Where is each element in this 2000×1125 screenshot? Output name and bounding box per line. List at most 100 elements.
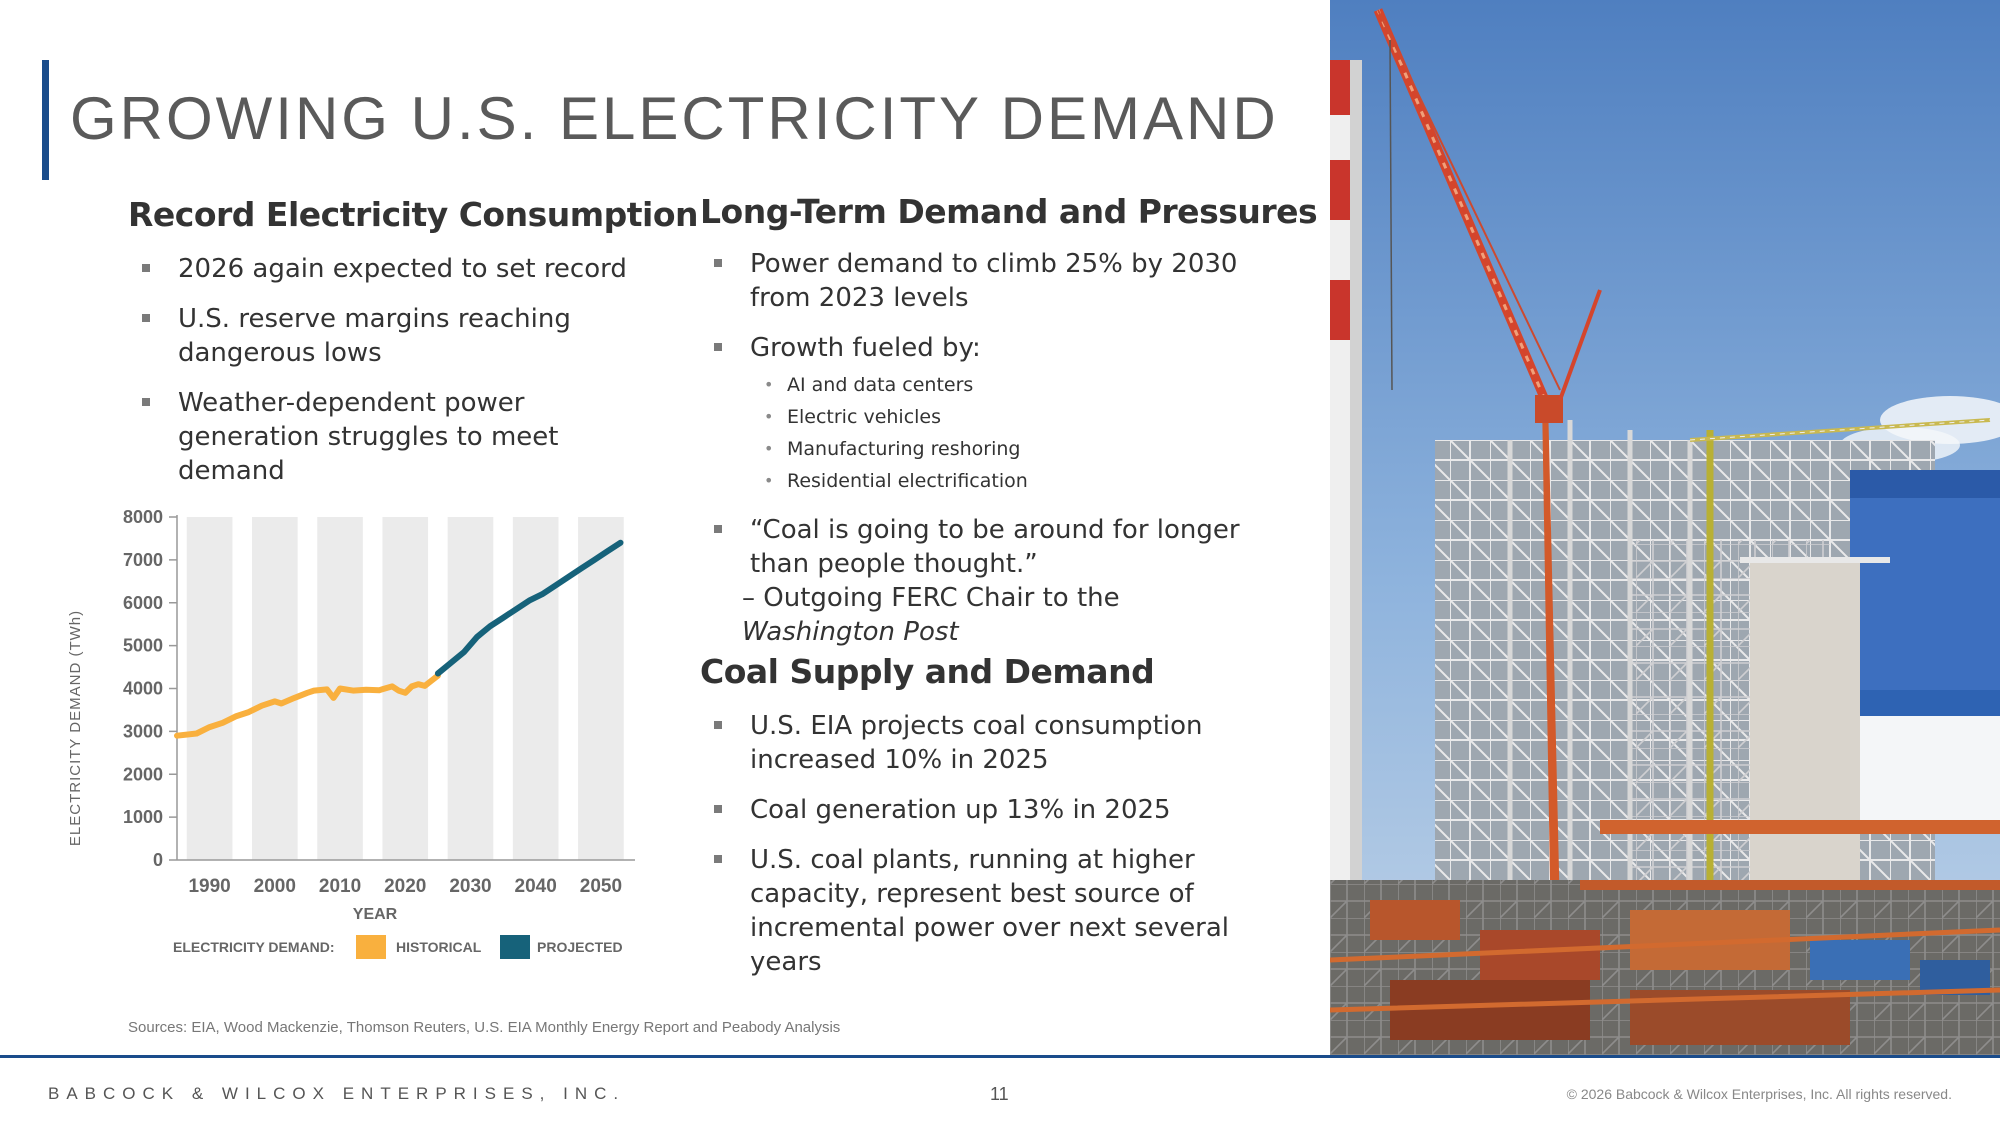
footer-company-name: BABCOCK & WILCOX ENTERPRISES, INC.	[48, 1084, 626, 1103]
series-point-projected	[514, 607, 518, 611]
series-point-historical	[423, 684, 427, 688]
series-point-historical	[332, 696, 336, 700]
series-point-historical	[416, 682, 420, 686]
series-point-projected	[462, 650, 466, 654]
list-item: Coal generation up 13% in 2025	[712, 793, 1272, 827]
y-tick-label: 5000	[123, 636, 163, 656]
series-point-historical	[364, 688, 368, 692]
x-tick-label: 2010	[319, 876, 361, 897]
list-item: Growth fueled by: AI and data centers El…	[712, 331, 1272, 497]
sources-note: Sources: EIA, Wood Mackenzie, Thomson Re…	[128, 1019, 841, 1036]
power-plant-construction-photo	[1330, 0, 2000, 1055]
series-point-projected	[501, 616, 505, 620]
x-tick-label: 1990	[188, 876, 230, 897]
sub-list-item: Manufacturing reshoring	[750, 433, 1272, 465]
series-point-historical	[429, 679, 433, 683]
series-point-historical	[377, 688, 381, 692]
series-point-projected	[527, 599, 531, 603]
list-item: Weather-dependent power generation strug…	[140, 386, 650, 488]
x-tick-label: 2050	[580, 876, 622, 897]
growth-label: Growth fueled by:	[750, 333, 981, 363]
quote-attribution: – Outgoing FERC Chair to the Washington …	[742, 581, 1272, 649]
list-item: U.S. coal plants, running at higher capa…	[712, 843, 1272, 979]
copyright-notice: © 2026 Babcock & Wilcox Enterprises, Inc…	[1566, 1086, 1952, 1102]
chart-band	[578, 517, 624, 860]
legend-label-projected: PROJECTED	[537, 939, 623, 955]
photo-illustration	[1330, 0, 2000, 1055]
series-point-projected	[592, 558, 596, 562]
slide-title: GROWING U.S. ELECTRICITY DEMAND	[70, 85, 1279, 152]
series-point-projected	[605, 549, 609, 553]
left-heading: Record Electricity Consumption	[128, 195, 699, 234]
sub-list-item: Electric vehicles	[750, 401, 1272, 433]
chart-band	[252, 517, 298, 860]
x-tick-label: 2030	[449, 876, 491, 897]
series-point-historical	[195, 732, 199, 736]
legend-swatch-historical	[356, 935, 386, 959]
series-point-historical	[403, 691, 407, 695]
list-item: “Coal is going to be around for longer t…	[712, 513, 1272, 649]
chart-band	[512, 517, 559, 860]
series-point-historical	[338, 687, 342, 690]
y-tick-label: 8000	[123, 507, 163, 527]
left-bullet-list: 2026 again expected to set record U.S. r…	[140, 252, 650, 504]
y-tick-label: 4000	[123, 679, 163, 699]
y-tick-label: 2000	[123, 764, 163, 784]
series-line-historical	[174, 672, 441, 739]
x-tick-label: 2020	[384, 876, 426, 897]
legend-label-historical: HISTORICAL	[396, 939, 482, 955]
x-tick-label: 2000	[254, 876, 296, 897]
x-tick-label: 2040	[515, 876, 557, 897]
footer-divider	[0, 1055, 2000, 1058]
series-point-historical	[208, 725, 212, 729]
legend-title: ELECTRICITY DEMAND:	[173, 939, 335, 955]
series-point-projected	[618, 541, 622, 545]
page-number: 11	[990, 1084, 1009, 1104]
series-point-projected	[579, 566, 583, 570]
series-point-historical	[175, 734, 179, 738]
right-heading-demand: Long-Term Demand and Pressures	[700, 192, 1318, 231]
series-point-historical	[279, 702, 283, 706]
series-point-historical	[397, 689, 401, 693]
chart-band	[186, 517, 233, 860]
y-tick-label: 1000	[123, 807, 163, 827]
sub-list-item: AI and data centers	[750, 369, 1272, 401]
list-item: 2026 again expected to set record	[140, 252, 650, 286]
series-point-historical	[305, 691, 309, 695]
demand-bullet-list: Power demand to climb 25% by 2030 from 2…	[712, 247, 1272, 665]
attribution-prefix: – Outgoing FERC Chair to the	[742, 583, 1120, 613]
y-axis: 0 1000 2000 3000 4000 5000 6000 7000 8000	[123, 507, 178, 870]
title-accent-bar	[42, 60, 49, 180]
electricity-demand-chart: 0 1000 2000 3000 4000 5000 6000 7000 8000 1990 20…	[67, 507, 635, 959]
series-point-projected	[553, 584, 557, 588]
list-item: U.S. EIA projects coal consumption incre…	[712, 709, 1272, 777]
y-tick-label: 7000	[123, 550, 163, 570]
series-point-historical	[234, 714, 238, 718]
chart-bands	[186, 517, 624, 860]
series-point-historical	[273, 699, 277, 703]
y-tick-label: 6000	[123, 593, 163, 613]
series-point-historical	[312, 689, 316, 693]
series-point-projected	[488, 624, 492, 628]
sub-list-item: Residential electrification	[750, 465, 1272, 497]
series-point-historical	[247, 710, 251, 714]
attribution-source: Washington Post	[742, 617, 959, 647]
series-point-projected	[436, 671, 440, 675]
series-point-historical	[390, 684, 394, 688]
series-point-projected	[449, 661, 453, 665]
chart-band	[447, 517, 494, 860]
series-point-historical	[260, 704, 264, 708]
series-point-historical	[325, 687, 329, 691]
list-item: U.S. reserve margins reaching dangerous …	[140, 302, 650, 370]
y-tick-label: 0	[153, 850, 163, 870]
x-axis: 1990 2000 2010 2020 2030 2040 2050	[177, 859, 635, 897]
y-tick-label: 3000	[123, 721, 163, 741]
list-item: Power demand to climb 25% by 2030 from 2…	[712, 247, 1272, 315]
coal-bullet-list: U.S. EIA projects coal consumption incre…	[712, 709, 1272, 995]
chart-series	[174, 539, 624, 739]
series-point-projected	[475, 635, 479, 639]
series-point-projected	[566, 575, 570, 579]
series-point-historical	[351, 689, 355, 693]
quote-text: “Coal is going to be around for longer t…	[750, 515, 1240, 579]
growth-sub-list: AI and data centers Electric vehicles Ma…	[750, 369, 1272, 497]
